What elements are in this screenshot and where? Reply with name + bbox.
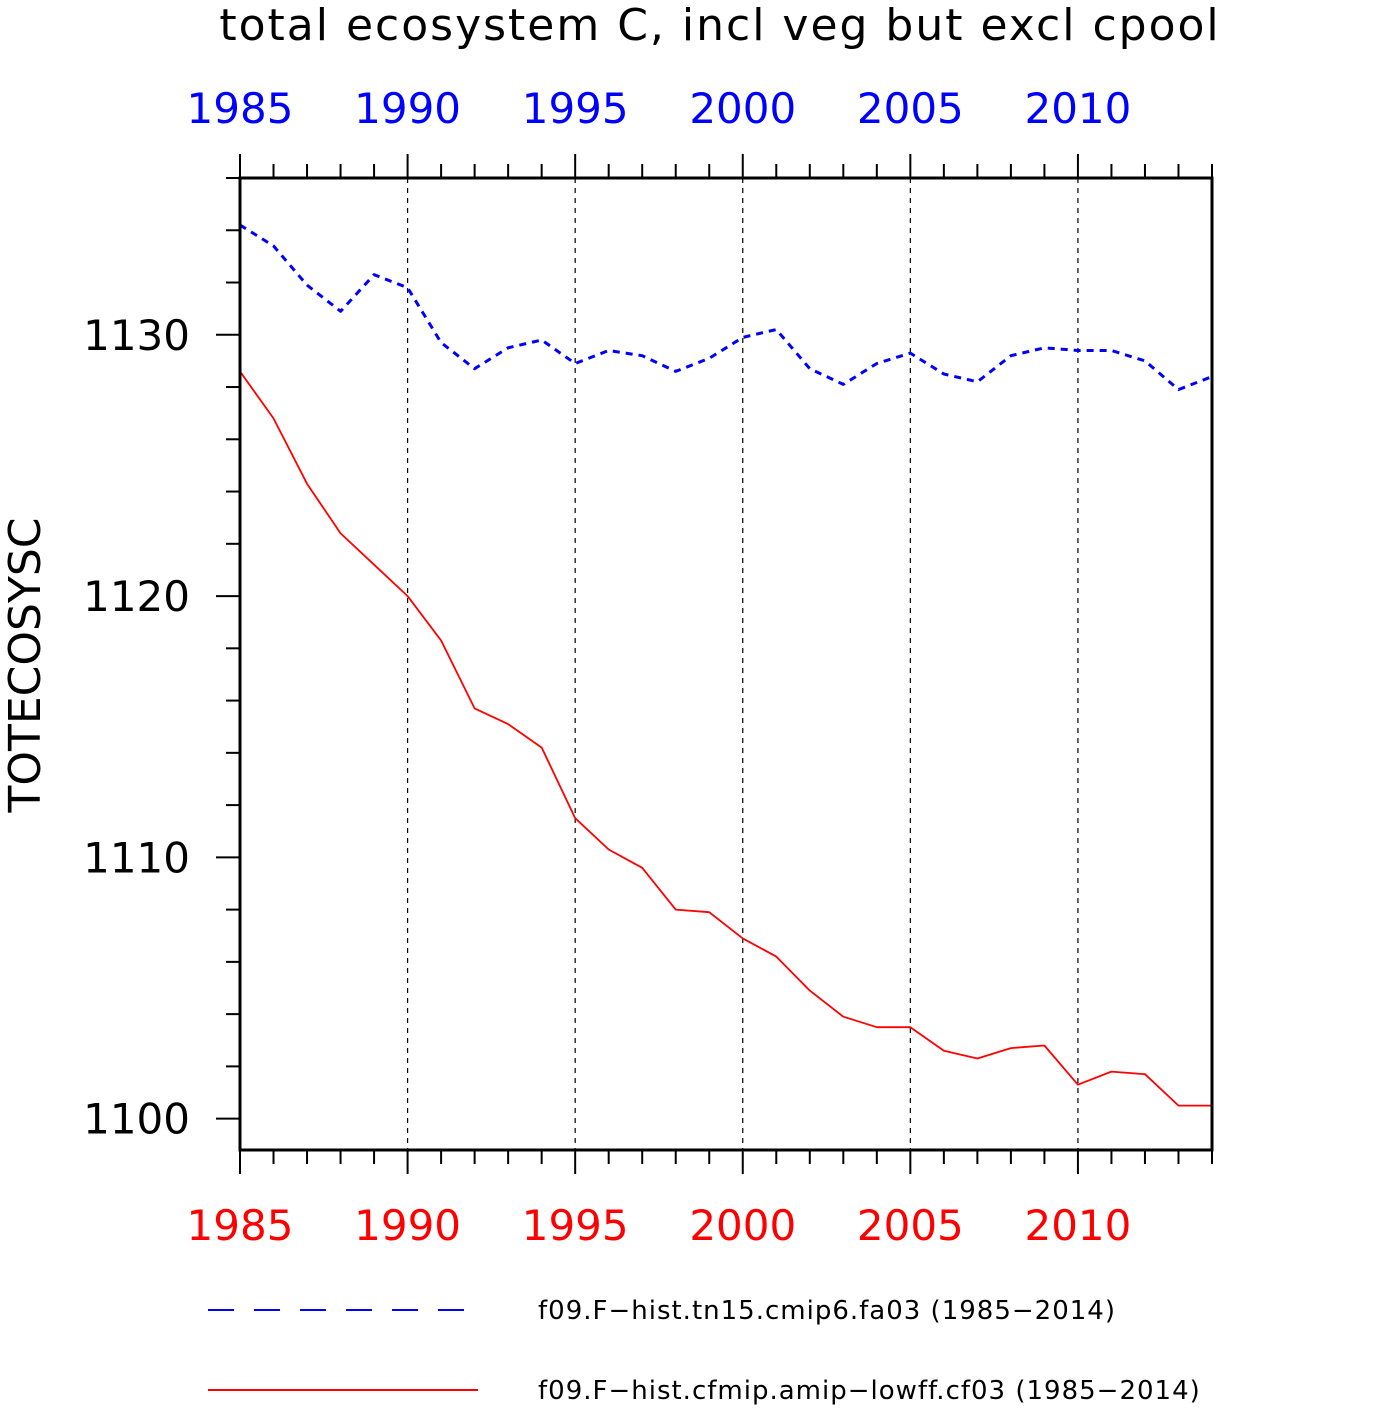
bottom-tick-label-2000: 2000 [689, 1201, 796, 1250]
legend-label-1: f09.F−hist.tn15.cmip6.fa03 (1985−2014) [538, 1296, 1116, 1326]
top-tick-label-1995: 1995 [522, 84, 629, 133]
chart-title: total ecosystem C, incl veg but excl cpo… [219, 0, 1220, 51]
plot-frame [238, 176, 1214, 1152]
top-tick-label-1985: 1985 [187, 84, 294, 133]
left-tick-label-1120: 1120 [83, 572, 190, 621]
left-tick-label-1110: 1110 [83, 833, 190, 882]
y-axis-label: TOTECOSYSC [0, 517, 51, 813]
legend-label-2: f09.F−hist.cfmip.amip−lowff.cf03 (1985−2… [538, 1376, 1201, 1406]
top-tick-label-1990: 1990 [354, 84, 461, 133]
vertical-grid [406, 178, 1079, 1150]
left-tick-label-1130: 1130 [83, 311, 190, 360]
series-line-1 [239, 223, 1213, 392]
top-tick-label-2010: 2010 [1024, 84, 1131, 133]
series-layer [239, 223, 1213, 1107]
bottom-tick-label-1985: 1985 [187, 1201, 294, 1250]
series-line-2 [239, 370, 1212, 1107]
top-tick-label-2000: 2000 [689, 84, 796, 133]
legend: f09.F−hist.tn15.cmip6.fa03 (1985−2014) f0… [208, 1296, 1201, 1406]
axes: 1985 1985 1990 1990 1995 1995 2000 2000 2005 2005… [83, 84, 1214, 1250]
bottom-tick-label-1995: 1995 [522, 1201, 629, 1250]
top-tick-label-2005: 2005 [857, 84, 964, 133]
bottom-tick-label-1990: 1990 [354, 1201, 461, 1250]
left-tick-label-1100: 1100 [83, 1095, 190, 1144]
bottom-tick-label-2005: 2005 [857, 1201, 964, 1250]
bottom-tick-label-2010: 2010 [1024, 1201, 1131, 1250]
